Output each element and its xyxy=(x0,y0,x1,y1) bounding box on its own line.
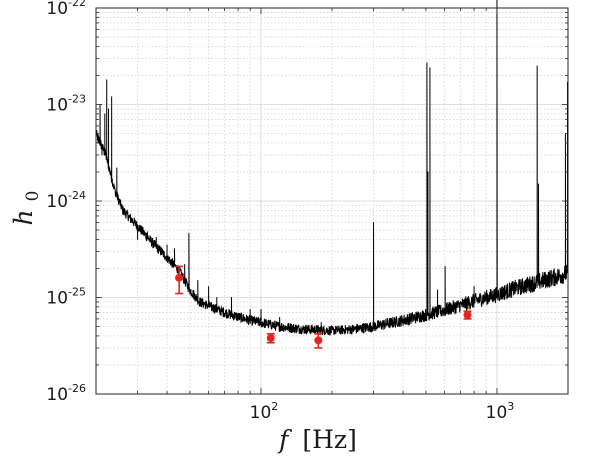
marker-dot xyxy=(463,310,472,319)
marker-layer xyxy=(175,265,472,349)
marker-dot xyxy=(266,334,275,343)
sensitivity-curve xyxy=(95,0,569,336)
y-axis-variable: h xyxy=(9,209,38,225)
marker-dot xyxy=(175,273,184,282)
x-axis-label: f [Hz] xyxy=(277,425,357,454)
data-point xyxy=(266,333,275,344)
data-point xyxy=(175,265,184,295)
y-tick-label: 10-23 xyxy=(46,93,86,116)
y-tick-label: 10-26 xyxy=(46,382,86,405)
tick-marks xyxy=(95,7,569,395)
plot-area xyxy=(95,0,569,336)
marker-dot xyxy=(314,336,323,345)
y-tick-labels: 10-26 10-25 10-24 10-23 10-22 xyxy=(46,0,86,405)
x-axis-variable: f xyxy=(277,425,292,454)
y-axis-subscript: 0 xyxy=(23,191,43,202)
x-tick-label: 102 xyxy=(250,400,279,423)
y-axis-label: h 0 xyxy=(9,191,43,226)
data-point xyxy=(314,333,323,349)
x-tick-labels: 102 103 xyxy=(250,400,515,423)
x-axis-unit: [Hz] xyxy=(302,425,356,454)
x-tick-label: 103 xyxy=(486,400,515,423)
data-point xyxy=(463,310,472,320)
y-tick-label: 10-25 xyxy=(46,286,86,309)
y-tick-label: 10-24 xyxy=(46,189,86,212)
y-tick-label: 10-22 xyxy=(46,0,86,19)
